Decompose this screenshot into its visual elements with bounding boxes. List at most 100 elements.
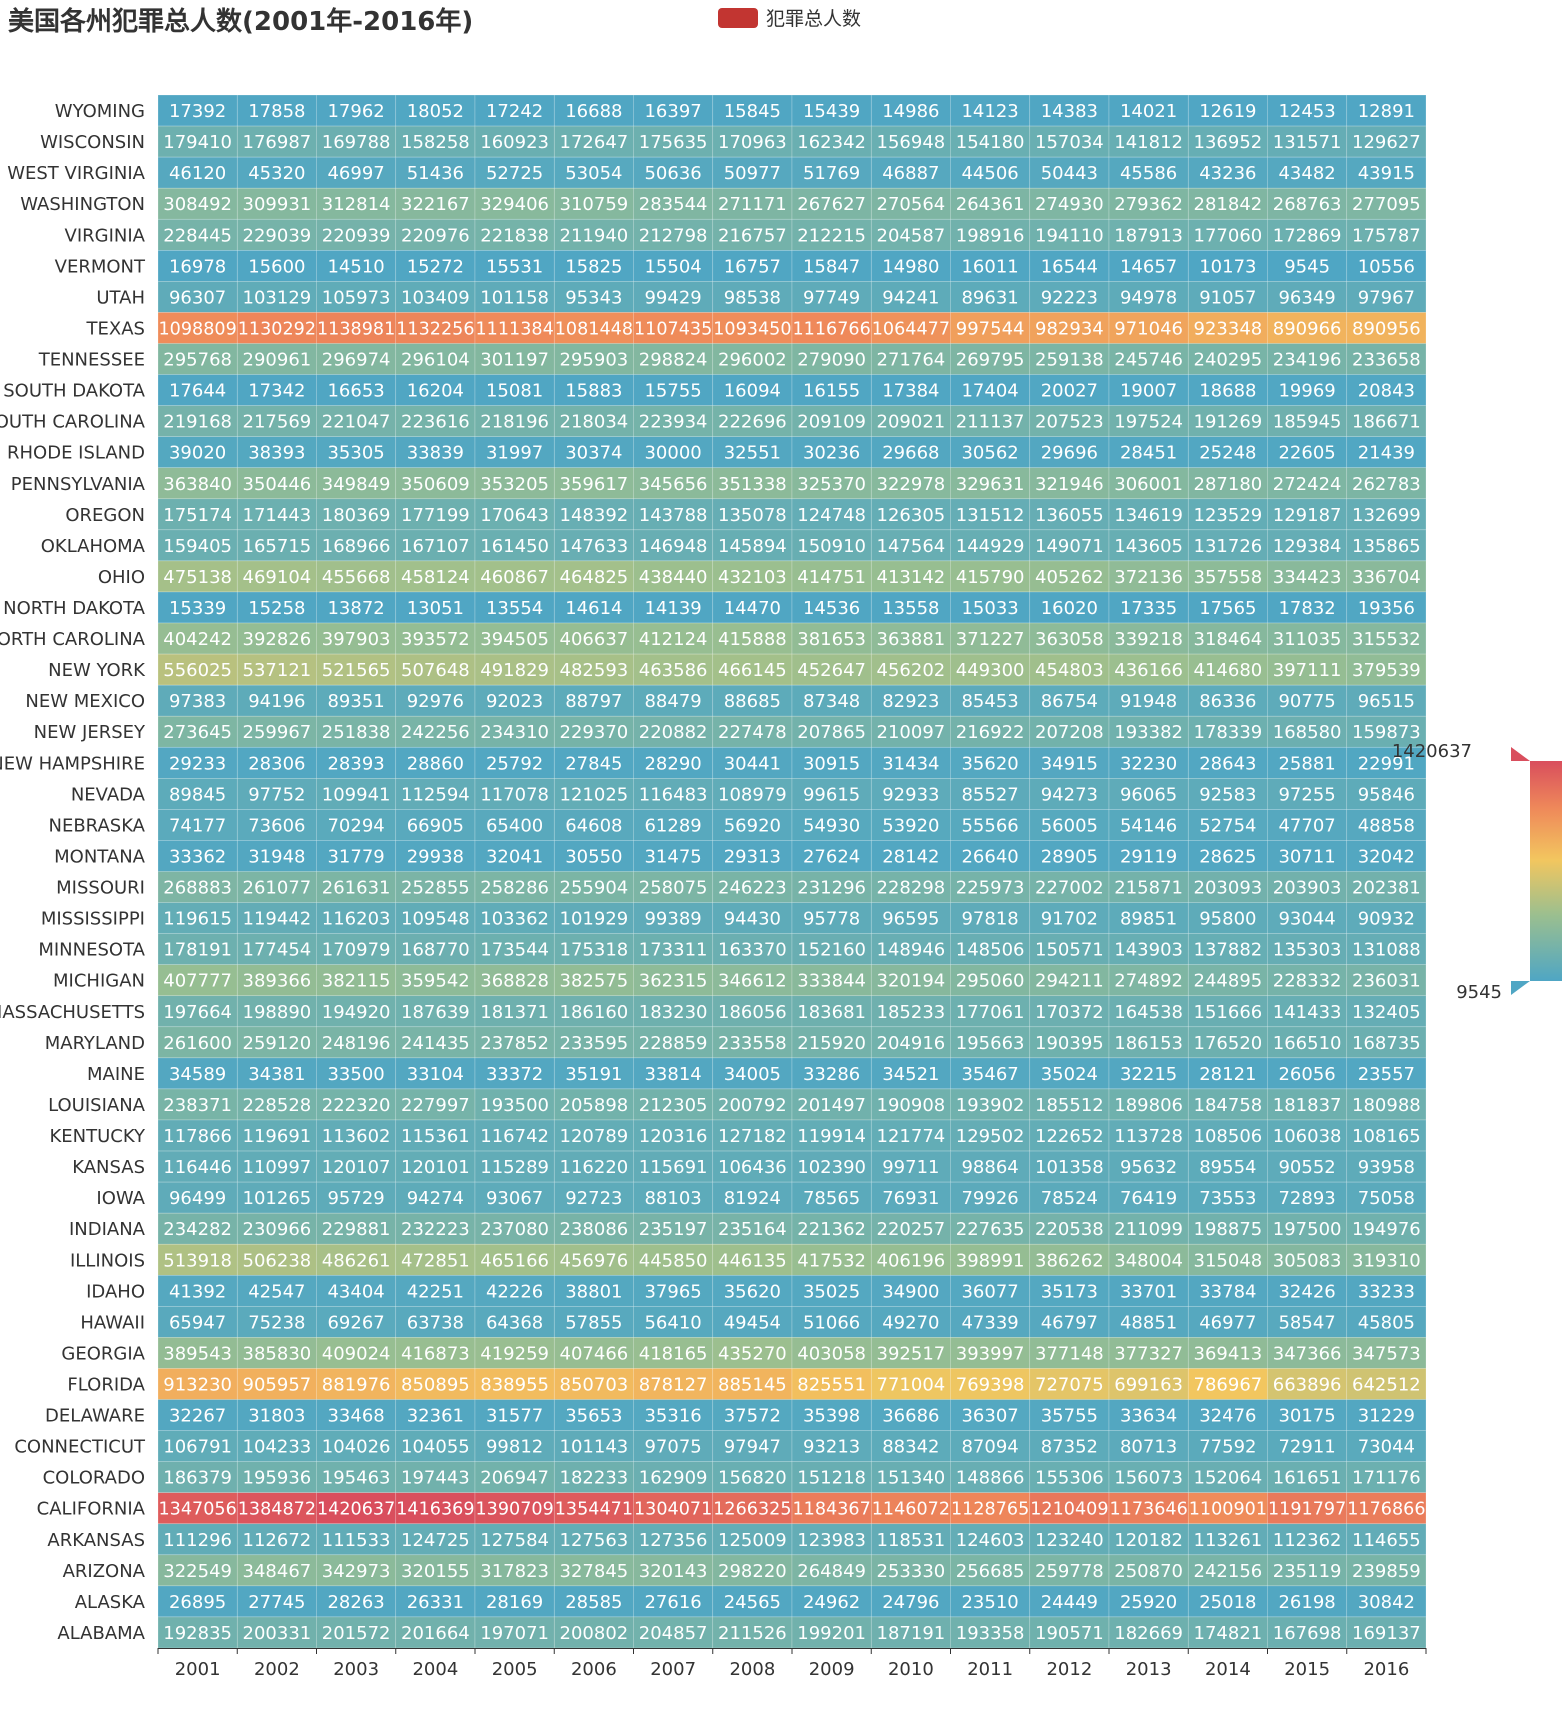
heatmap-cell[interactable] [712, 1026, 793, 1059]
heatmap-cell[interactable] [1029, 218, 1110, 251]
heatmap-cell[interactable] [553, 902, 634, 934]
heatmap-cell[interactable] [1187, 840, 1268, 872]
heatmap-cell[interactable] [633, 467, 714, 500]
heatmap-cell[interactable] [474, 902, 555, 934]
heatmap-cell[interactable] [791, 250, 872, 282]
heatmap-cell[interactable] [791, 1430, 872, 1462]
heatmap-cell[interactable] [395, 374, 476, 406]
legend[interactable]: 犯罪总人数 [718, 8, 861, 30]
heatmap-cell[interactable] [950, 312, 1031, 344]
heatmap-cell[interactable] [1029, 1368, 1110, 1400]
heatmap-cell[interactable] [236, 778, 317, 810]
heatmap-cell[interactable] [870, 560, 951, 593]
heatmap-cell[interactable] [553, 1585, 634, 1618]
heatmap-cell[interactable] [950, 187, 1031, 220]
heatmap-cell[interactable] [1108, 94, 1189, 127]
heatmap-cell[interactable] [950, 746, 1031, 779]
heatmap-cell[interactable] [553, 1523, 634, 1556]
heatmap-cell[interactable] [236, 1337, 317, 1369]
heatmap-cell[interactable] [1346, 778, 1427, 810]
heatmap-cell[interactable] [316, 343, 397, 375]
heatmap-cell[interactable] [553, 529, 634, 562]
heatmap-cell[interactable] [633, 281, 714, 313]
heatmap-cell[interactable] [474, 187, 555, 220]
heatmap-cell[interactable] [236, 684, 317, 717]
heatmap-cell[interactable] [1267, 436, 1348, 469]
heatmap-cell[interactable] [1108, 715, 1189, 748]
heatmap-cell[interactable] [157, 1554, 238, 1587]
heatmap-cell[interactable] [950, 529, 1031, 562]
heatmap-cell[interactable] [236, 125, 317, 158]
heatmap-cell[interactable] [1187, 1088, 1268, 1121]
heatmap-cell[interactable] [316, 933, 397, 965]
heatmap-cell[interactable] [950, 1523, 1031, 1556]
heatmap-cell[interactable] [870, 218, 951, 251]
heatmap-cell[interactable] [395, 1399, 476, 1431]
heatmap-cell[interactable] [236, 933, 317, 965]
heatmap-cell[interactable] [157, 1399, 238, 1431]
heatmap-cell[interactable] [1108, 1088, 1189, 1121]
heatmap-cell[interactable] [236, 1150, 317, 1183]
heatmap-cell[interactable] [395, 312, 476, 344]
heatmap-cell[interactable] [1346, 1492, 1427, 1525]
heatmap-cell[interactable] [157, 995, 238, 1028]
heatmap-cell[interactable] [712, 995, 793, 1028]
heatmap-cell[interactable] [633, 156, 714, 189]
heatmap-cell[interactable] [1187, 1554, 1268, 1587]
heatmap-cell[interactable] [316, 715, 397, 748]
heatmap-cell[interactable] [553, 1337, 634, 1369]
heatmap-cell[interactable] [870, 653, 951, 686]
heatmap-cell[interactable] [1108, 187, 1189, 220]
heatmap-cell[interactable] [870, 809, 951, 841]
heatmap-cell[interactable] [157, 1492, 238, 1525]
heatmap-cell[interactable] [1108, 1616, 1189, 1649]
heatmap-cell[interactable] [1346, 1337, 1427, 1369]
heatmap-cell[interactable] [712, 1461, 793, 1494]
heatmap-cell[interactable] [157, 374, 238, 406]
heatmap-cell[interactable] [633, 1243, 714, 1276]
heatmap-cell[interactable] [236, 1306, 317, 1338]
heatmap-cell[interactable] [553, 1057, 634, 1090]
heatmap-cell[interactable] [316, 312, 397, 344]
heatmap-cell[interactable] [870, 187, 951, 220]
heatmap-cell[interactable] [1029, 933, 1110, 965]
heatmap-cell[interactable] [1108, 933, 1189, 965]
heatmap-cell[interactable] [236, 343, 317, 375]
heatmap-cell[interactable] [395, 156, 476, 189]
heatmap-cell[interactable] [1187, 312, 1268, 344]
heatmap-cell[interactable] [633, 343, 714, 375]
heatmap-cell[interactable] [236, 964, 317, 997]
heatmap-cell[interactable] [553, 1026, 634, 1059]
heatmap-cell[interactable] [316, 591, 397, 624]
heatmap-cell[interactable] [1267, 746, 1348, 779]
heatmap-cell[interactable] [316, 218, 397, 251]
heatmap-cell[interactable] [474, 591, 555, 624]
heatmap-cell[interactable] [236, 374, 317, 406]
heatmap-cell[interactable] [1267, 498, 1348, 531]
heatmap-cell[interactable] [950, 809, 1031, 841]
heatmap-cell[interactable] [1346, 715, 1427, 748]
heatmap-cell[interactable] [633, 746, 714, 779]
heatmap-cell[interactable] [1267, 840, 1348, 872]
heatmap-cell[interactable] [1267, 1523, 1348, 1556]
heatmap-cell[interactable] [791, 1523, 872, 1556]
heatmap-cell[interactable] [553, 1616, 634, 1649]
heatmap-cell[interactable] [553, 187, 634, 220]
heatmap-cell[interactable] [633, 902, 714, 934]
heatmap-cell[interactable] [1029, 250, 1110, 282]
heatmap-cell[interactable] [395, 1274, 476, 1307]
heatmap-cell[interactable] [1267, 1399, 1348, 1431]
heatmap-cell[interactable] [633, 1337, 714, 1369]
heatmap-cell[interactable] [950, 1306, 1031, 1338]
heatmap-cell[interactable] [712, 1616, 793, 1649]
heatmap-cell[interactable] [633, 1181, 714, 1214]
heatmap-cell[interactable] [236, 1585, 317, 1618]
heatmap-cell[interactable] [1267, 995, 1348, 1028]
heatmap-cell[interactable] [950, 1337, 1031, 1369]
heatmap-cell[interactable] [1346, 343, 1427, 375]
heatmap-cell[interactable] [316, 405, 397, 437]
heatmap-cell[interactable] [791, 1337, 872, 1369]
heatmap-cell[interactable] [791, 218, 872, 251]
heatmap-cell[interactable] [1108, 902, 1189, 934]
heatmap-cell[interactable] [395, 1088, 476, 1121]
